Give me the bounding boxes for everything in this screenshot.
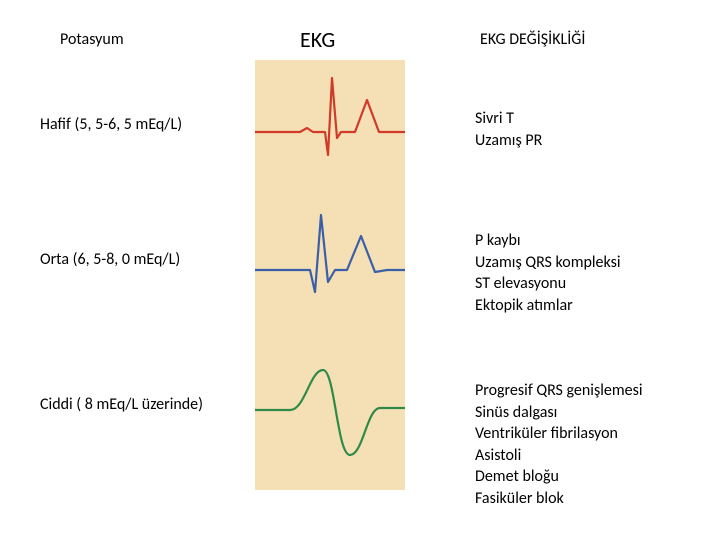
ekg-changes-text: Sivri T Uzamış PR (475, 108, 542, 151)
potassium-level-label: Hafif (5, 5-6, 5 mEq/L) (40, 115, 182, 134)
header-potassium: Potasyum (60, 30, 124, 49)
ekg-waveform-strip (255, 60, 405, 490)
ekg-changes-text: Progresif QRS genişlemesi Sinüs dalgası … (475, 380, 643, 510)
header-ekg-changes: EKG DEĞİŞİKLİĞİ (480, 30, 585, 49)
ekg-changes-text: P kaybı Uzamış QRS kompleksi ST elevasyo… (475, 230, 621, 316)
potassium-level-label: Ciddi ( 8 mEq/L üzerinde) (40, 395, 203, 414)
potassium-level-label: Orta (6, 5-8, 0 mEq/L) (40, 250, 180, 269)
header-ekg: EKG (300, 26, 335, 53)
